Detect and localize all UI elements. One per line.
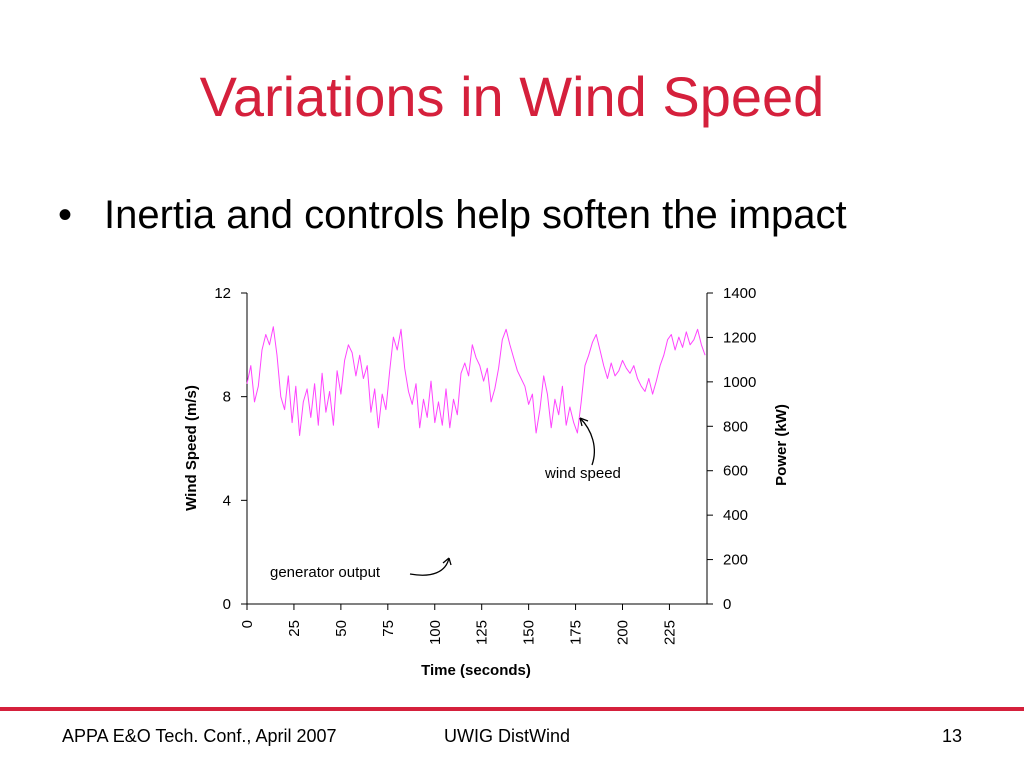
x-tick-label: 0	[239, 620, 256, 628]
annotation-generator-output: generator output	[270, 564, 381, 581]
bullet-text: Inertia and controls help soften the imp…	[104, 193, 847, 237]
annotation-arrowhead-generator-output	[442, 557, 452, 566]
plot-area	[246, 326, 706, 436]
wind-speed-line	[246, 326, 706, 436]
y-axis-title: Wind Speed (m/s)	[183, 385, 200, 511]
x-axis-title: Time (seconds)	[421, 662, 531, 679]
labels: Time (seconds) Wind Speed (m/s) Power (k…	[183, 385, 790, 679]
axes: 0 4 8 12 0 200 400 600 800 1000 1200 1400 0 25 50 75 100…	[214, 285, 756, 645]
y-tick-label: 4	[223, 492, 231, 509]
x-tick-label: 125	[474, 620, 491, 645]
y-tick-label: 8	[223, 389, 231, 406]
y2-tick-label: 200	[723, 552, 748, 569]
x-tick-label: 150	[521, 620, 538, 645]
bullet-item: • Inertia and controls help soften the im…	[58, 190, 847, 240]
y2-tick-label: 1000	[723, 374, 756, 391]
y2-tick-label: 0	[723, 596, 731, 613]
x-tick-label: 200	[615, 620, 632, 645]
annotation-arrow-wind-speed	[579, 417, 595, 466]
x-tick-label: 100	[427, 620, 444, 645]
footer-rule	[0, 707, 1024, 711]
x-tick-label: 225	[661, 620, 678, 645]
y-tick-label: 12	[214, 285, 231, 302]
y2-tick-label: 800	[723, 418, 748, 435]
y2-tick-label: 1200	[723, 329, 756, 346]
wind-speed-chart: 0 4 8 12 0 200 400 600 800 1000 1200 1400 0 25 50 75 100…	[183, 285, 790, 679]
x-tick-label: 50	[333, 620, 350, 637]
x-tick-label: 25	[286, 620, 303, 637]
annotation-wind-speed: wind speed	[544, 465, 621, 482]
footer-project: UWIG DistWind	[444, 726, 570, 746]
y2-axis-title: Power (kW)	[773, 404, 790, 486]
x-tick-label: 75	[380, 620, 397, 637]
annotation-arrowhead-wind-speed	[579, 417, 589, 427]
y2-tick-label: 400	[723, 507, 748, 524]
bullet-marker: •	[58, 193, 73, 237]
x-tick-label: 175	[568, 620, 585, 645]
y2-tick-label: 1400	[723, 285, 756, 302]
page-number: 13	[942, 726, 963, 746]
y2-tick-label: 600	[723, 463, 748, 480]
slide-title: Variations in Wind Speed	[199, 65, 825, 128]
footer-conference: APPA E&O Tech. Conf., April 2007	[62, 726, 337, 746]
y-tick-label: 0	[223, 596, 231, 613]
annotation-arrow-generator-output	[409, 557, 450, 576]
